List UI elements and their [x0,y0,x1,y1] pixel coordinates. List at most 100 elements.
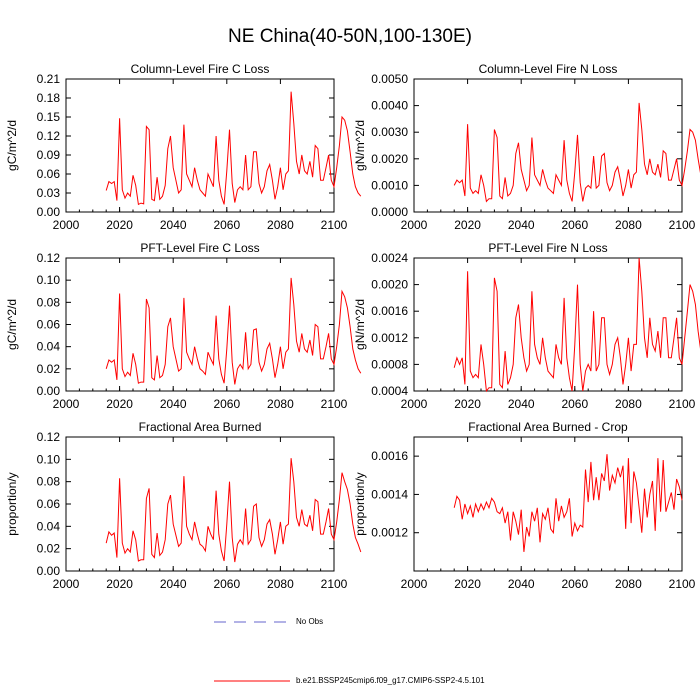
y-tick-label: 0.10 [37,273,61,287]
legend [214,621,290,682]
plot-frame [65,257,335,392]
plot-frame [413,436,683,572]
x-tick-label: 2020 [454,218,481,232]
y-tick-label: 0.0024 [371,251,408,265]
y-tick-label: 0.0000 [371,205,408,219]
y-tick-label: 0.08 [37,475,61,489]
x-tick-label: 2100 [669,397,696,411]
x-tick-label: 2020 [106,577,133,591]
x-tick-label: 2100 [321,577,348,591]
y-tick-label: 0.0004 [371,384,408,398]
series-line [105,458,362,563]
x-tick-label: 2020 [454,397,481,411]
plot-frame [65,436,335,572]
y-tick-label: 0.12 [37,430,61,444]
chart-panel: Column-Level Fire C Loss gC/m^2/d 2000 2020… [5,62,362,232]
series-line [453,257,700,393]
panel-title: PFT-Level Fire C Loss [140,241,259,255]
y-axis-label: proportion/y [353,472,367,535]
plot-frame [65,78,335,213]
x-tick-label: 2000 [401,218,428,232]
y-tick-label: 0.04 [37,519,61,533]
x-tick-label: 2000 [53,218,80,232]
x-tick-label: 2100 [321,218,348,232]
x-tick-label: 2040 [508,218,535,232]
series-line [453,102,700,203]
x-tick-label: 2000 [401,577,428,591]
series-line [453,454,683,552]
x-tick-label: 2060 [561,218,588,232]
y-tick-label: 0.00 [37,205,61,219]
y-tick-label: 0.0010 [371,178,408,192]
y-tick-label: 0.0014 [371,487,408,501]
x-tick-label: 2060 [561,397,588,411]
x-tick-label: 2020 [106,397,133,411]
y-tick-label: 0.0040 [371,99,408,113]
x-tick-label: 2060 [561,577,588,591]
y-tick-label: 0.0020 [371,278,408,292]
y-tick-label: 0.21 [37,72,61,86]
x-tick-label: 2060 [213,577,240,591]
y-tick-label: 0.0016 [371,304,408,318]
x-tick-label: 2020 [454,577,481,591]
y-axis-label: gN/m^2/d [353,120,367,171]
x-tick-label: 2060 [213,397,240,411]
series-line [105,277,362,385]
x-tick-label: 2060 [213,218,240,232]
x-tick-label: 2100 [321,397,348,411]
x-tick-label: 2100 [669,577,696,591]
y-tick-label: 0.0016 [371,449,408,463]
y-tick-label: 0.18 [37,91,61,105]
x-tick-label: 2080 [267,397,294,411]
y-tick-label: 0.09 [37,148,61,162]
x-tick-label: 2080 [267,577,294,591]
y-tick-label: 0.10 [37,452,61,466]
y-tick-label: 0.06 [37,497,61,511]
panel-title: Fractional Area Burned - Crop [468,420,628,434]
y-axis-label: gN/m^2/d [353,299,367,350]
x-tick-label: 2000 [53,397,80,411]
x-tick-label: 2080 [615,577,642,591]
y-tick-label: 0.0012 [371,526,408,540]
y-tick-label: 0.00 [37,564,61,578]
y-tick-label: 0.0050 [371,72,408,86]
x-tick-label: 2080 [615,397,642,411]
panel-title: Fractional Area Burned [139,420,262,434]
chart-panel: Fractional Area Burned - Crop proportion/… [353,420,696,591]
chart-panel: PFT-Level Fire C Loss gC/m^2/d 2000 2020 204… [5,241,362,411]
series-line [105,91,362,206]
chart-panel: PFT-Level Fire N Loss gN/m^2/d 2000 2020 204… [353,241,700,411]
y-tick-label: 0.12 [37,129,61,143]
chart-panel: Fractional Area Burned proportion/y 2000 20… [5,420,362,591]
legend-label-no-obs: No Obs [296,617,324,626]
x-tick-label: 2040 [508,577,535,591]
x-tick-label: 2000 [53,577,80,591]
y-tick-label: 0.02 [37,362,61,376]
y-tick-label: 0.0030 [371,125,408,139]
x-tick-label: 2040 [160,218,187,232]
y-tick-label: 0.03 [37,186,61,200]
y-axis-label: proportion/y [5,472,19,535]
y-tick-label: 0.06 [37,167,61,181]
plot-frame [413,78,683,213]
x-tick-label: 2080 [267,218,294,232]
y-axis-label: gC/m^2/d [5,120,19,171]
y-tick-label: 0.00 [37,384,61,398]
page-title: NE China(40-50N,100-130E) [228,26,472,47]
legend-label-model-run: b.e21.BSSP245cmip6.f09_g17.CMIP6-SSP2-4.… [296,676,485,685]
x-tick-label: 2000 [401,397,428,411]
panel-title: Column-Level Fire N Loss [479,62,618,76]
y-tick-label: 0.15 [37,110,61,124]
x-tick-label: 2080 [615,218,642,232]
y-tick-label: 0.04 [37,340,61,354]
y-tick-label: 0.0020 [371,152,408,166]
y-tick-label: 0.08 [37,295,61,309]
x-tick-label: 2100 [669,218,696,232]
panel-title: Column-Level Fire C Loss [131,62,270,76]
x-tick-label: 2040 [160,577,187,591]
y-tick-label: 0.02 [37,542,61,556]
y-axis-label: gC/m^2/d [5,299,19,350]
x-tick-label: 2040 [508,397,535,411]
panel-title: PFT-Level Fire N Loss [488,241,607,255]
